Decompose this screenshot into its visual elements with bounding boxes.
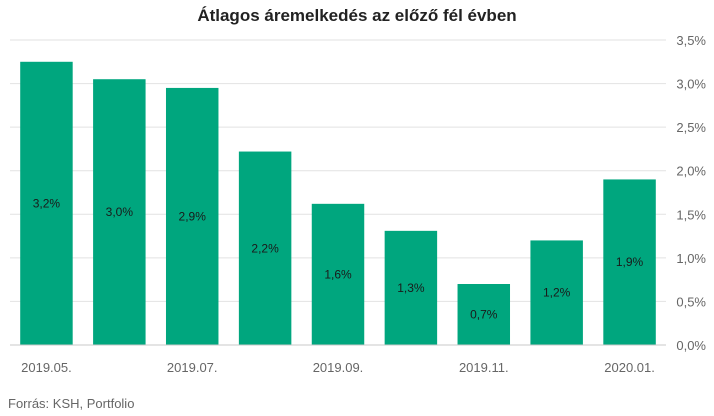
bar bbox=[93, 79, 146, 345]
y-tick-label: 1,5% bbox=[676, 207, 706, 222]
data-label: 1,2% bbox=[543, 286, 571, 300]
data-label: 1,6% bbox=[324, 267, 352, 281]
data-label: 0,7% bbox=[470, 308, 498, 322]
data-label: 2,9% bbox=[179, 209, 207, 223]
y-tick-label: 2,5% bbox=[676, 120, 706, 135]
bar bbox=[165, 87, 219, 345]
chart-title: Átlagos áremelkedés az előző fél évben bbox=[197, 6, 517, 25]
x-tick-label: 2019.05. bbox=[21, 360, 72, 375]
y-tick-label: 2,0% bbox=[676, 164, 706, 179]
data-label: 1,9% bbox=[616, 255, 644, 269]
y-tick-label: 1,0% bbox=[676, 251, 706, 266]
y-tick-label: 3,5% bbox=[676, 33, 706, 48]
x-tick-label: 2019.11. bbox=[459, 360, 509, 375]
bar bbox=[603, 179, 656, 345]
y-tick-label: 0,5% bbox=[676, 294, 706, 309]
bar bbox=[20, 61, 73, 346]
x-tick-label: 2019.07. bbox=[167, 360, 218, 375]
x-tick-label: 2020.01. bbox=[604, 360, 655, 375]
data-label: 1,3% bbox=[397, 281, 425, 295]
x-tick-label: 2019.09. bbox=[313, 360, 364, 375]
bar bbox=[238, 151, 292, 345]
bar bbox=[530, 240, 583, 345]
data-label: 3,0% bbox=[106, 205, 134, 219]
y-tick-label: 0,0% bbox=[676, 338, 706, 353]
data-label: 2,2% bbox=[251, 241, 279, 255]
bar bbox=[384, 230, 438, 345]
bar bbox=[457, 284, 511, 345]
y-tick-label: 3,0% bbox=[676, 77, 706, 92]
data-label: 3,2% bbox=[33, 196, 61, 210]
source-note: Forrás: KSH, Portfolio bbox=[8, 396, 135, 411]
bar bbox=[311, 203, 365, 345]
